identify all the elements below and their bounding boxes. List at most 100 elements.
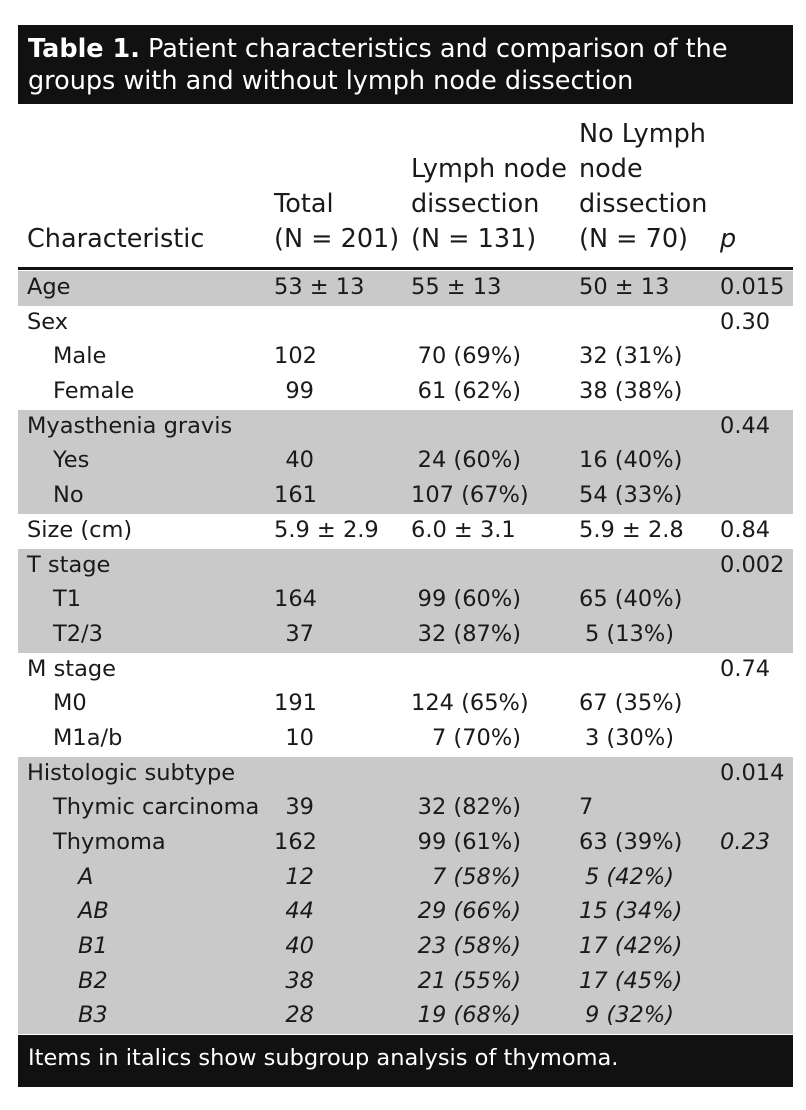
cell-total: 53 ± 13 [274, 274, 365, 300]
table-row: Histologic subtype 0.014 [18, 756, 793, 792]
cell-total: 12 [285, 863, 314, 890]
cell-p: 0.30 [720, 308, 771, 335]
cell-ln: 70 (69%) [417, 343, 521, 370]
cell-nln: 67 (35%) [579, 690, 683, 717]
row-label: Male [53, 343, 107, 370]
cell-p: 0.84 [720, 516, 771, 543]
cell-nln: 15 (34%) [579, 898, 683, 925]
cell-p: 0.015 [720, 274, 785, 300]
header-characteristic: Characteristic [27, 224, 205, 254]
table-row: A 12 7 (58%) 5 (42%) [18, 860, 793, 896]
table-row: Size (cm) 5.9 ± 2.9 6.0 ± 3.1 5.9 ± 2.8 … [18, 514, 793, 549]
cell-ln: 99 (60%) [417, 586, 521, 613]
cell-total: 37 [285, 620, 314, 647]
cell-total: 5.9 ± 2.9 [274, 516, 379, 543]
cell-total: 10 [285, 724, 314, 751]
row-label: Female [53, 378, 135, 405]
cell-nln: 7 [579, 794, 594, 821]
cell-ln: 107 (67%) [411, 482, 529, 509]
header-rule [18, 267, 793, 270]
table-row: B2 38 21 (55%) 17 (45%) [18, 964, 793, 1000]
header-nln-line: No Lymph [579, 119, 706, 149]
cell-p: 0.74 [720, 655, 771, 682]
table-row: Age 53 ± 13 55 ± 13 50 ± 13 0.015 [18, 271, 793, 306]
table-header: Characteristic Total (N = 201) Lymph nod… [18, 112, 793, 267]
cell-nln: 5.9 ± 2.8 [579, 516, 684, 543]
cell-ln: 23 (58%) [417, 933, 521, 960]
cell-nln: 50 ± 13 [579, 274, 670, 300]
row-label: Histologic subtype [27, 759, 236, 786]
row-label: T2/3 [53, 620, 103, 647]
table-row: Thymic carcinoma 39 32 (82%) 7 [18, 791, 793, 826]
row-label: B2 [78, 967, 108, 994]
header-ln-line: Lymph node [411, 154, 567, 184]
header-ln-line: dissection [411, 189, 540, 219]
cell-p: 0.23 [720, 829, 771, 855]
table-row: Myasthenia gravis 0.44 [18, 409, 793, 445]
cell-p: 0.014 [720, 759, 785, 786]
cell-total: 39 [285, 794, 314, 821]
cell-total: 28 [285, 1002, 314, 1029]
row-label: T stage [27, 551, 111, 578]
row-label: AB [78, 898, 109, 925]
cell-total: 102 [274, 343, 317, 370]
row-label: M stage [27, 655, 117, 682]
cell-nln: 16 (40%) [579, 447, 683, 474]
table-row: B3 28 19 (68%) 9 (32%) [18, 999, 793, 1035]
cell-nln: 38 (38%) [579, 378, 683, 405]
table-footnote: Items in italics show subgroup analysis … [18, 1035, 793, 1087]
table-row: B1 40 23 (58%) 17 (42%) [18, 930, 793, 965]
table-row: Sex 0.30 [18, 306, 793, 341]
table-row: M0 191 124 (65%) 67 (35%) [18, 687, 793, 722]
cell-nln: 65 (40%) [579, 586, 683, 613]
row-label: Size (cm) [27, 516, 133, 543]
cell-ln: 124 (65%) [411, 690, 529, 717]
table-row: Yes 40 24 (60%) 16 (40%) [18, 444, 793, 480]
row-label: Myasthenia gravis [27, 412, 233, 439]
cell-ln: 61 (62%) [417, 378, 521, 405]
table-row: Male 102 70 (69%) 32 (31%) [18, 340, 793, 375]
cell-total: 162 [274, 829, 317, 855]
cell-ln: 7 (58%) [431, 863, 521, 890]
header-nln-line: dissection [579, 189, 708, 219]
cell-nln: 5 (13%) [584, 620, 674, 647]
cell-total: 44 [285, 898, 314, 925]
row-label: T1 [53, 586, 82, 613]
cell-total: 164 [274, 586, 317, 613]
cell-nln: 5 (42%) [584, 863, 674, 890]
row-label: B3 [78, 1002, 108, 1029]
table-title-label: Table 1. [28, 34, 140, 64]
cell-ln: 19 (68%) [417, 1002, 521, 1029]
row-label: M0 [53, 690, 87, 717]
header-nln-line: (N = 70) [579, 224, 688, 254]
table-row: T2/3 37 32 (87%) 5 (13%) [18, 617, 793, 653]
cell-total: 191 [274, 690, 317, 717]
row-label: Thymoma [53, 829, 166, 855]
cell-ln: 32 (87%) [417, 620, 521, 647]
cell-p: 0.44 [720, 412, 771, 439]
table-row: AB 44 29 (66%) 15 (34%) [18, 895, 793, 931]
cell-nln: 32 (31%) [579, 343, 683, 370]
header-lymph-node-dissection: Lymph node dissection (N = 131) [411, 152, 567, 257]
table-body: Age 53 ± 13 55 ± 13 50 ± 13 0.015 Sex 0.… [18, 271, 793, 1035]
cell-nln: 17 (42%) [579, 933, 683, 960]
row-label: Age [27, 274, 71, 300]
row-label: No [53, 482, 84, 509]
cell-ln: 24 (60%) [417, 447, 521, 474]
cell-nln: 3 (30%) [584, 724, 674, 751]
cell-ln: 7 (70%) [431, 724, 521, 751]
header-nln-line: node [579, 154, 643, 184]
cell-total: 38 [285, 967, 314, 994]
row-label: A [78, 863, 94, 890]
table-row: T stage 0.002 [18, 548, 793, 584]
table-title: Table 1. Patient characteristics and com… [18, 25, 793, 104]
cell-total: 161 [274, 482, 317, 509]
cell-total: 99 [285, 378, 314, 405]
header-total: Total (N = 201) [274, 187, 399, 257]
cell-nln: 54 (33%) [579, 482, 683, 509]
header-no-lymph-node-dissection: No Lymph node dissection (N = 70) [579, 117, 707, 257]
table-row: Thymoma 162 99 (61%) 63 (39%) 0.23 [18, 826, 793, 861]
cell-ln: 99 (61%) [417, 829, 521, 855]
cell-nln: 17 (45%) [579, 967, 683, 994]
cell-total: 40 [285, 933, 314, 960]
